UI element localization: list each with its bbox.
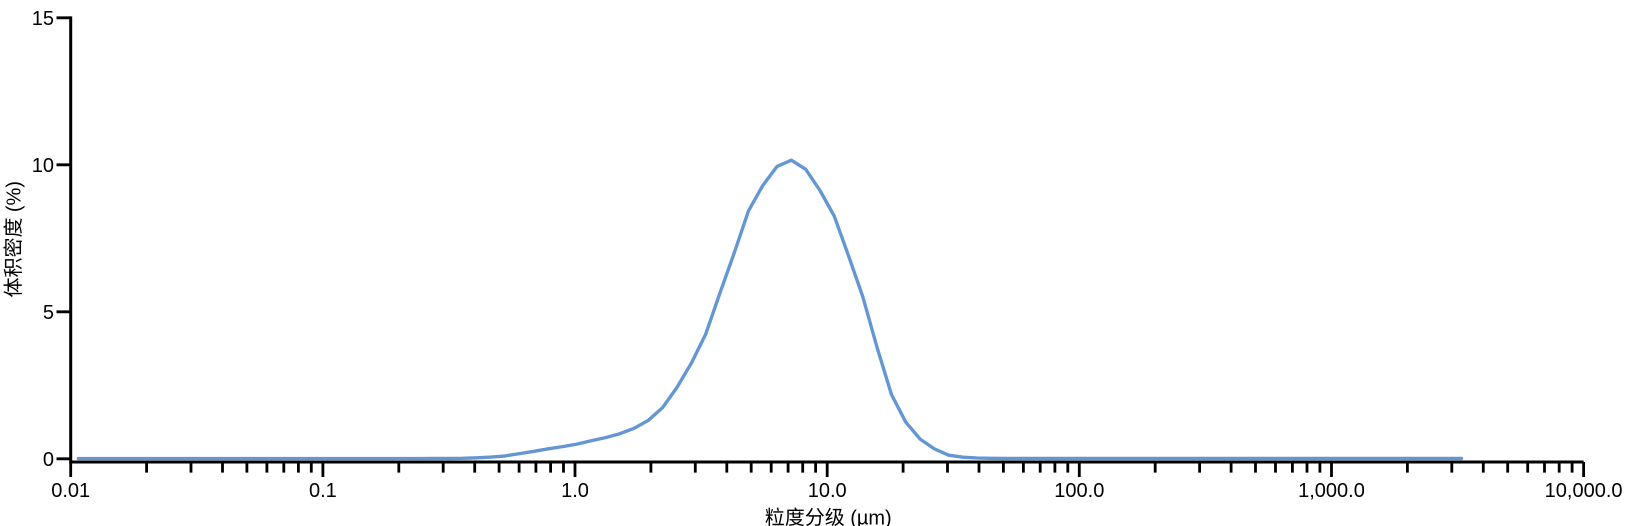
svg-text:(%): (%) xyxy=(3,181,25,212)
svg-text:10.0: 10.0 xyxy=(808,480,847,502)
svg-text:5: 5 xyxy=(43,302,54,324)
svg-text:(µm): (µm) xyxy=(850,507,892,526)
svg-text:0: 0 xyxy=(43,449,54,471)
svg-text:0.01: 0.01 xyxy=(51,480,90,502)
svg-text:100.0: 100.0 xyxy=(1054,480,1104,502)
svg-text:10,000.0: 10,000.0 xyxy=(1545,480,1623,502)
svg-text:15: 15 xyxy=(32,8,54,30)
svg-text:1.0: 1.0 xyxy=(561,480,589,502)
svg-text:10: 10 xyxy=(32,155,54,177)
svg-text:0.1: 0.1 xyxy=(309,480,337,502)
svg-text:1,000.0: 1,000.0 xyxy=(1298,480,1365,502)
